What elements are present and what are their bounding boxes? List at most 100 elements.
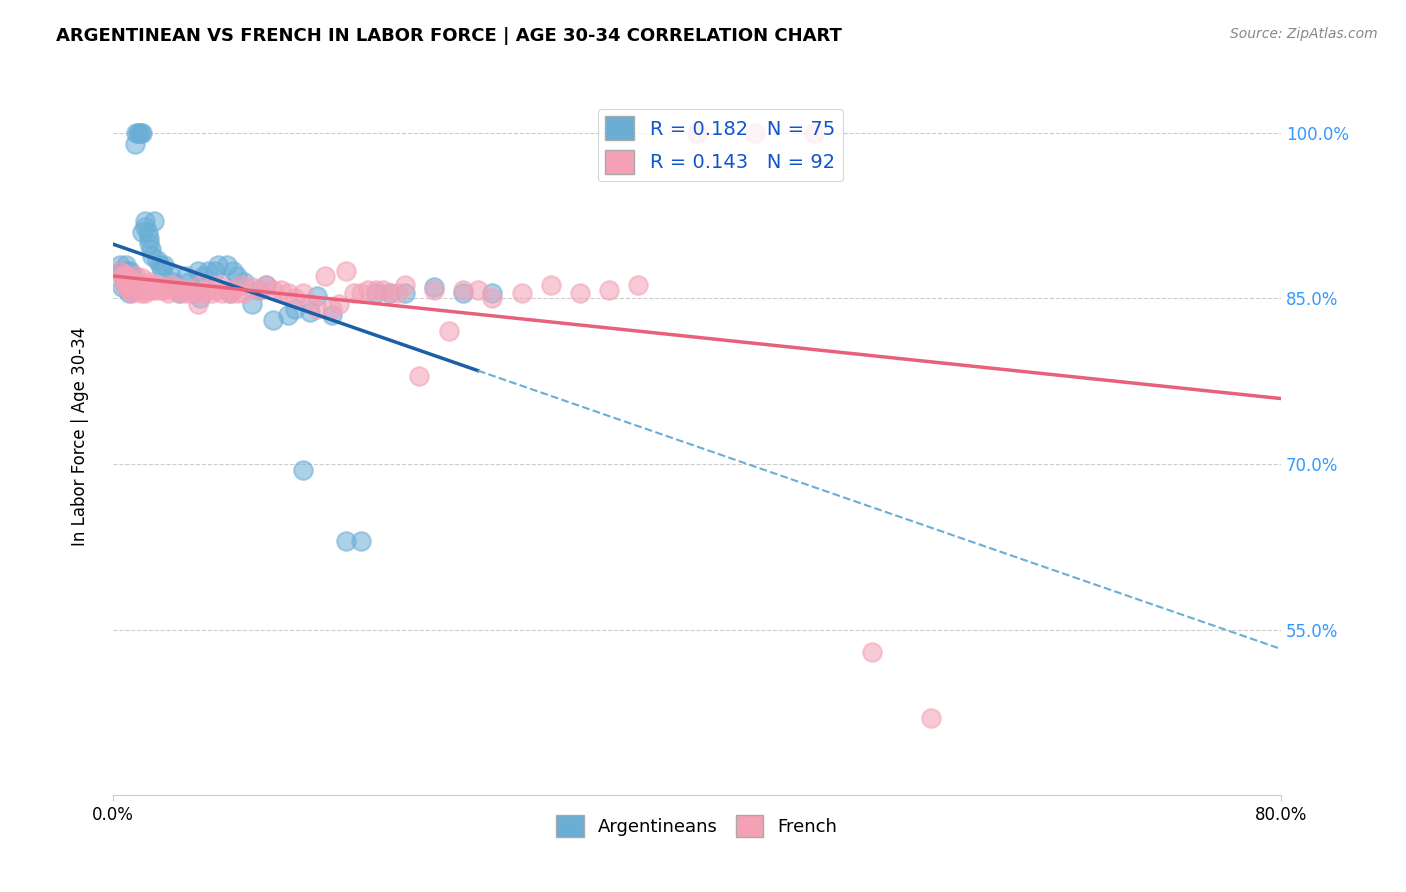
Point [298,297,321,311]
Point [408,368,430,383]
Point [357,283,380,297]
Point [163,283,186,297]
Point [117,269,139,284]
Point [803,126,825,140]
Point [129,126,152,140]
Point [343,285,366,300]
Point [240,297,263,311]
Point [204,264,226,278]
Point [328,297,350,311]
Point [321,308,343,322]
Point [139,242,162,256]
Point [160,269,183,284]
Point [211,285,233,300]
Point [284,302,307,317]
Point [115,275,138,289]
Point [165,280,187,294]
Point [335,534,357,549]
Point [117,280,139,294]
Point [120,278,142,293]
Point [138,230,160,244]
Point [920,711,942,725]
Point [233,275,256,289]
Point [207,278,229,293]
Point [121,285,143,300]
Point [134,219,156,234]
Point [138,275,160,289]
Point [380,285,402,300]
Point [128,280,150,294]
Point [148,283,170,297]
Point [143,283,166,297]
Point [181,285,204,300]
Point [120,278,142,293]
Point [307,289,329,303]
Text: Source: ZipAtlas.com: Source: ZipAtlas.com [1230,27,1378,41]
Point [453,283,475,297]
Point [169,285,191,300]
Point [152,280,174,294]
Point [148,258,170,272]
Point [350,285,373,300]
Point [686,126,709,140]
Point [291,462,314,476]
Point [153,258,176,272]
Point [215,258,238,272]
Point [190,291,212,305]
Point [121,283,143,297]
Point [136,283,159,297]
Point [423,283,446,297]
Point [135,278,157,293]
Point [129,285,152,300]
Point [423,280,446,294]
Point [134,285,156,300]
Point [481,291,503,305]
Point [510,285,533,300]
Point [132,283,155,297]
Point [117,275,139,289]
Point [233,285,256,300]
Point [314,269,336,284]
Point [117,264,139,278]
Point [394,278,416,293]
Point [153,283,176,297]
Point [181,285,204,300]
Point [291,285,314,300]
Point [437,325,460,339]
Point [115,275,138,289]
Point [744,126,766,140]
Point [350,534,373,549]
Point [627,278,650,293]
Point [114,269,136,284]
Point [307,302,329,317]
Point [226,285,249,300]
Point [860,645,883,659]
Point [138,236,160,251]
Point [277,308,299,322]
Legend: Argentineans, French: Argentineans, French [550,807,845,844]
Point [231,278,253,293]
Point [380,285,402,300]
Point [141,283,163,297]
Point [122,269,145,284]
Point [197,283,219,297]
Point [321,302,343,317]
Point [201,285,224,300]
Point [598,283,620,297]
Point [190,278,212,293]
Point [284,291,307,305]
Point [117,269,139,284]
Point [247,283,270,297]
Point [221,283,243,297]
Point [115,258,138,272]
Point [226,269,249,284]
Point [277,285,299,300]
Point [204,283,226,297]
Point [262,283,284,297]
Point [167,285,190,300]
Point [364,285,387,300]
Point [136,225,159,239]
Point [157,285,180,300]
Point [221,264,243,278]
Point [131,126,153,140]
